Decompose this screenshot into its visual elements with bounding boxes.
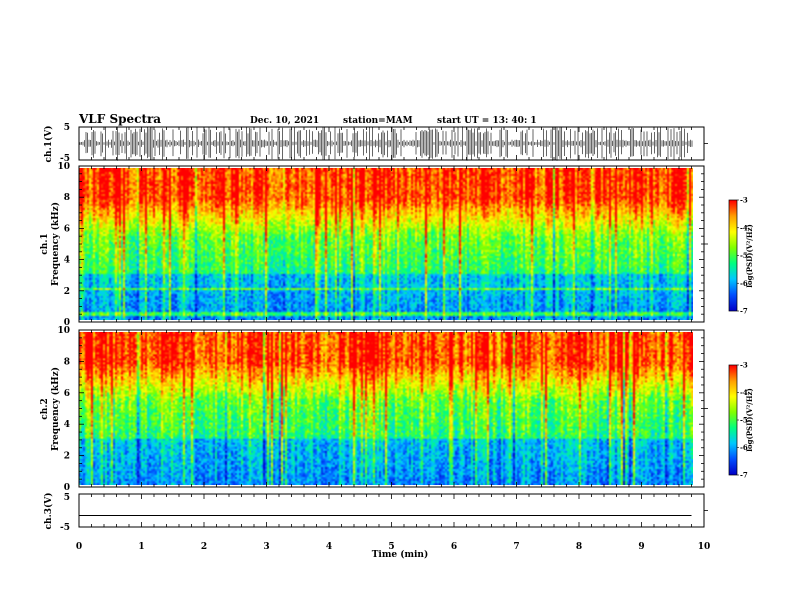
colorbar-tick-label: -4 bbox=[740, 223, 748, 232]
frequency-tick-label: 8 bbox=[64, 193, 70, 203]
frequency-tick-label: 10 bbox=[57, 326, 70, 336]
frequency-tick-label: 4 bbox=[64, 420, 70, 430]
ch2-colorbar-label: log(PSD)(V²/Hz) bbox=[745, 388, 754, 452]
time-tick-label: 5 bbox=[388, 542, 394, 552]
ch1-frequency-axis-label: Frequency (kHz) bbox=[50, 202, 61, 286]
colorbar-tick-label: -6 bbox=[740, 443, 748, 452]
ch2-spectrogram-channel-label: ch.2 bbox=[40, 398, 50, 419]
ch1-colorbar-label: log(PSD)(V²/Hz) bbox=[745, 224, 754, 288]
ch2-spectrogram-panel: 0 2 4 6 8 10 ch.2 Frequency (kHz) bbox=[40, 326, 708, 493]
date-label: Dec. 10, 2021 bbox=[250, 116, 319, 126]
ch1-ytick-bottom: -5 bbox=[60, 154, 70, 164]
ch3-waveform-panel: 5 -5 ch.3(V) bbox=[43, 493, 708, 533]
time-tick-label: 9 bbox=[638, 542, 644, 552]
ch1-colorbar: -3 -4 -5 -6 -7 log(PSD)(V²/Hz) bbox=[728, 196, 754, 316]
colorbar-tick-label: -5 bbox=[740, 416, 748, 425]
ch2-spectrogram-image bbox=[79, 332, 693, 485]
time-axis-ticklabels: 0 1 2 3 4 5 6 7 8 9 10 bbox=[76, 542, 710, 552]
ch1-waveform-panel: 5 -5 ch.1(V) bbox=[43, 123, 708, 164]
ch2-colorbar-ticks: -3 -4 -5 -6 -7 bbox=[737, 361, 748, 480]
colorbar-tick-label: -6 bbox=[740, 279, 748, 288]
time-tick-label: 4 bbox=[326, 542, 332, 552]
ch3-waveform-ticks bbox=[78, 494, 708, 527]
ch1-ytick-top: 5 bbox=[64, 123, 70, 133]
frequency-tick-label: 10 bbox=[57, 162, 70, 172]
time-tick-label: 0 bbox=[76, 542, 82, 552]
colorbar-tick-label: -5 bbox=[740, 251, 748, 260]
frequency-tick-label: 6 bbox=[64, 389, 70, 399]
ch2-colorbar-gradient bbox=[729, 365, 737, 475]
ch3-ytick-top: 5 bbox=[64, 493, 70, 503]
time-tick-label: 2 bbox=[201, 542, 207, 552]
colorbar-tick-label: -7 bbox=[740, 307, 748, 316]
ch1-frequency-ticks: 0 2 4 6 8 10 bbox=[57, 162, 704, 328]
ch1-waveform-ticks bbox=[78, 127, 708, 160]
colorbar-tick-label: -3 bbox=[740, 361, 748, 370]
ch1-spectrogram-channel-label: ch.1 bbox=[40, 233, 50, 254]
frequency-tick-label: 6 bbox=[64, 224, 70, 234]
ch1-colorbar-ticks: -3 -4 -5 -6 -7 bbox=[737, 196, 748, 316]
frequency-tick-label: 2 bbox=[64, 452, 70, 462]
start-time-label: start UT = 13: 40: 1 bbox=[437, 116, 537, 126]
figure-title: VLF Spectra bbox=[78, 112, 161, 126]
ch2-frequency-axis-label: Frequency (kHz) bbox=[50, 367, 61, 451]
time-tick-label: 3 bbox=[263, 542, 269, 552]
frequency-tick-label: 0 bbox=[64, 318, 70, 328]
time-tick-label: 1 bbox=[138, 542, 144, 552]
frequency-tick-label: 0 bbox=[64, 483, 70, 493]
time-axis-label: Time (min) bbox=[372, 549, 429, 560]
frequency-tick-label: 8 bbox=[64, 357, 70, 367]
ch2-frequency-ticks: 0 2 4 6 8 10 bbox=[57, 326, 704, 493]
colorbar-tick-label: -3 bbox=[740, 196, 748, 205]
time-tick-label: 7 bbox=[513, 542, 519, 552]
ch1-waveform-path bbox=[79, 126, 693, 161]
ch1-spectrogram-ticks bbox=[78, 166, 708, 322]
station-label: station=MAM bbox=[343, 116, 413, 126]
ch1-waveform-ylabel: ch.1(V) bbox=[43, 126, 54, 163]
ch3-waveform-ylabel: ch.3(V) bbox=[43, 493, 54, 530]
frequency-tick-label: 4 bbox=[64, 256, 70, 266]
ch2-spectrogram-ticks bbox=[78, 330, 708, 487]
frequency-tick-label: 2 bbox=[64, 287, 70, 297]
time-tick-label: 10 bbox=[698, 542, 711, 552]
ch1-colorbar-gradient bbox=[729, 200, 737, 311]
colorbar-tick-label: -7 bbox=[740, 471, 748, 480]
colorbar-tick-label: -4 bbox=[740, 388, 748, 397]
ch1-waveform-trace bbox=[79, 126, 693, 161]
time-tick-label: 8 bbox=[576, 542, 582, 552]
ch1-spectrogram-image bbox=[79, 168, 693, 320]
ch1-spectrogram-panel: 0 2 4 6 8 10 ch.1 Frequency (kHz) bbox=[40, 162, 708, 328]
ch3-ytick-bottom: -5 bbox=[60, 523, 70, 533]
time-tick-label: 6 bbox=[451, 542, 457, 552]
ch2-colorbar: -3 -4 -5 -6 -7 log(PSD)(V²/Hz) bbox=[728, 361, 754, 480]
